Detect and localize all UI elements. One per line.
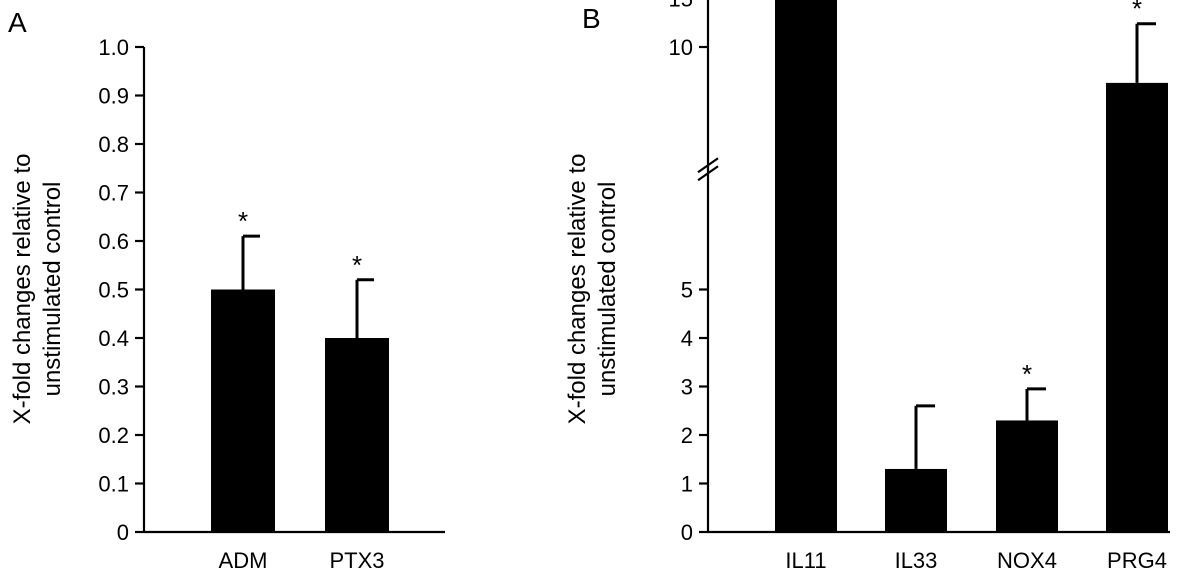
axis-break-mark <box>697 165 719 182</box>
panel-b-chart: B X-fold changes relative to unstimulated … <box>564 0 1170 573</box>
y-tick-label: 15 <box>669 0 693 12</box>
y-axis-title-line: unstimulated control <box>39 182 66 397</box>
y-tick-label: 1 <box>681 472 693 497</box>
y-axis-title-line: X-fold changes relative to <box>9 154 36 425</box>
bar <box>211 289 275 532</box>
y-tick-label: 0.8 <box>98 132 129 157</box>
y-tick-label: 0.5 <box>98 278 129 303</box>
y-tick-label: 0.9 <box>98 84 129 109</box>
y-tick-label: 0.3 <box>98 375 129 400</box>
y-tick-label: 3 <box>681 375 693 400</box>
x-tick-label: PRG4 <box>1107 548 1167 573</box>
x-tick-label: PTX3 <box>329 548 384 573</box>
y-tick-label: 0.2 <box>98 423 129 448</box>
panel-label: A <box>8 7 27 38</box>
y-tick-label: 5 <box>681 278 693 303</box>
y-axis-title: X-fold changes relative to unstimulated c… <box>9 154 66 425</box>
y-tick-label: 1.0 <box>98 35 129 60</box>
x-tick-label: NOX4 <box>997 548 1057 573</box>
bar <box>775 0 837 532</box>
y-tick-label: 0 <box>681 520 693 545</box>
y-axis-title: X-fold changes relative to unstimulated c… <box>564 154 621 425</box>
bar <box>1106 82 1168 532</box>
y-tick-label: 0.4 <box>98 326 129 351</box>
y-tick-label: 0.1 <box>98 472 129 497</box>
x-tick-label: IL11 <box>785 548 826 573</box>
bar <box>325 338 389 532</box>
y-tick-label: 0 <box>117 520 129 545</box>
panel-label: B <box>582 3 601 34</box>
y-axis-title-line: X-fold changes relative to <box>564 154 591 425</box>
bar <box>885 468 947 532</box>
bar <box>996 420 1058 532</box>
y-tick-label: 4 <box>681 326 693 351</box>
x-tick-label: IL33 <box>895 548 938 573</box>
significance-star: * <box>1022 359 1032 389</box>
y-tick-label: 0.6 <box>98 229 129 254</box>
significance-star: * <box>1132 0 1142 24</box>
significance-star: * <box>352 250 362 280</box>
y-tick-label: 0.7 <box>98 181 129 206</box>
panel-a-chart: A X-fold changes relative to unstimulated … <box>8 7 445 573</box>
significance-star: * <box>238 206 248 236</box>
y-tick-label: 10 <box>669 35 693 60</box>
y-axis-title-line: unstimulated control <box>594 182 621 397</box>
y-tick-label: 2 <box>681 423 693 448</box>
axis-break-mark <box>697 157 719 174</box>
x-tick-label: ADM <box>219 548 268 573</box>
